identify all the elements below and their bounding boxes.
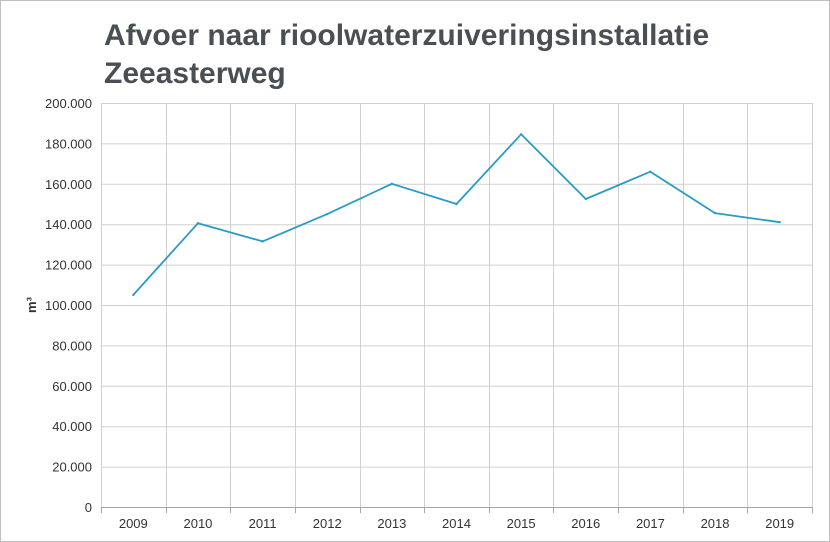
data-point xyxy=(390,182,394,185)
x-tick-label: 2010 xyxy=(183,516,212,531)
y-tick-label: 40.000 xyxy=(52,419,92,434)
x-tick-label: 2018 xyxy=(701,516,730,531)
y-tick-label: 0 xyxy=(85,500,92,515)
x-tick-label: 2009 xyxy=(119,516,148,531)
y-axis-label: m³ xyxy=(24,296,39,313)
y-tick-label: 120.000 xyxy=(45,258,92,273)
y-tick-label: 100.000 xyxy=(45,298,92,313)
gridlines xyxy=(101,103,813,513)
x-tick-label: 2013 xyxy=(377,516,406,531)
y-tick-label: 20.000 xyxy=(52,460,92,475)
data-point xyxy=(519,133,523,136)
x-tick-label: 2017 xyxy=(636,516,665,531)
data-point xyxy=(649,170,652,173)
x-tick-label: 2016 xyxy=(571,516,600,531)
chart-title: Afvoer naar rioolwaterzuiveringsinstalla… xyxy=(104,17,709,93)
y-tick-label: 80.000 xyxy=(52,338,92,353)
y-tick-label: 200.000 xyxy=(45,96,92,111)
data-point xyxy=(455,202,458,206)
data-point xyxy=(261,240,264,243)
data-point xyxy=(778,220,781,224)
y-tick-label: 140.000 xyxy=(45,217,92,232)
data-point xyxy=(326,212,329,216)
y-tick-label: 60.000 xyxy=(52,379,92,394)
x-tick-label: 2012 xyxy=(313,516,342,531)
data-point xyxy=(584,197,587,201)
chart-title-line-1: Afvoer naar rioolwaterzuiveringsinstalla… xyxy=(104,19,710,52)
x-axis-ticks: 2009 2010 2011 2012 2013 2014 2015 2016 2017 2018… xyxy=(119,516,794,531)
x-tick-label: 2015 xyxy=(507,516,536,531)
data-point xyxy=(713,211,717,215)
x-tick-label: 2011 xyxy=(249,516,277,531)
y-tick-label: 160.000 xyxy=(45,177,92,192)
data-point xyxy=(132,293,135,297)
series-group xyxy=(132,133,781,297)
chart-title-line-2: Zeeasterweg xyxy=(104,57,286,90)
x-tick-label: 2019 xyxy=(765,516,794,531)
y-axis-ticks: 0 20.000 40.000 60.000 80.000 100.000 120.000 1… xyxy=(45,96,92,515)
data-point xyxy=(196,221,200,225)
y-tick-label: 180.000 xyxy=(45,136,92,151)
x-tick-label: 2014 xyxy=(442,516,471,531)
